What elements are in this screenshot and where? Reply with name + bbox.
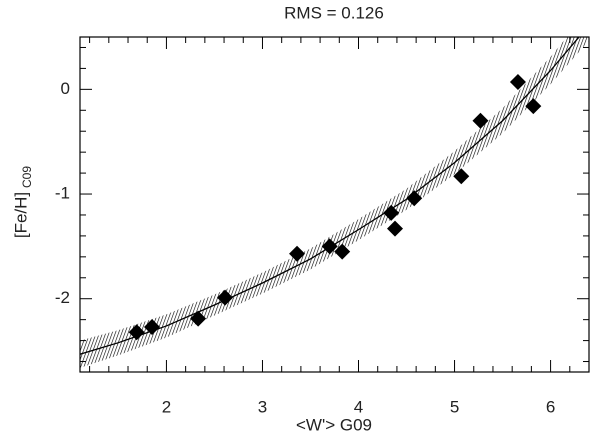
data-point [453,168,470,185]
y-axis-label-group: [Fe/H] C09 [11,166,34,238]
data-point [383,204,400,221]
confidence-band [80,37,589,368]
x-tick-label: 5 [450,397,459,416]
x-axis-label: <W'> G09 [296,415,372,434]
data-point [190,310,207,327]
data-point [217,289,234,306]
chart-title: RMS = 0.126 [284,3,384,22]
x-tick-label: 4 [354,397,363,416]
x-tick-label: 3 [258,397,267,416]
x-tick-label: 2 [162,397,171,416]
plot-frame [79,36,590,373]
y-axis-label: [Fe/H] [11,192,30,238]
y-tick-label: -2 [55,288,70,307]
data-point [387,220,404,237]
axes: 2 3 4 5 6 -2 -1 0 [55,37,589,416]
data-point [406,190,423,207]
y-tick-label: -1 [55,184,70,203]
fit-line [80,37,580,355]
data-point [321,238,338,255]
data-point [525,98,542,115]
data-point [128,324,145,341]
plot-area [80,37,589,368]
y-tick-label: 0 [61,79,70,98]
data-point [334,243,351,260]
data-point [472,112,489,129]
data-point [289,245,306,262]
x-tick-label: 6 [546,397,555,416]
data-point [144,318,161,335]
y-axis-label-sub: C09 [20,166,34,188]
data-point [509,74,526,91]
